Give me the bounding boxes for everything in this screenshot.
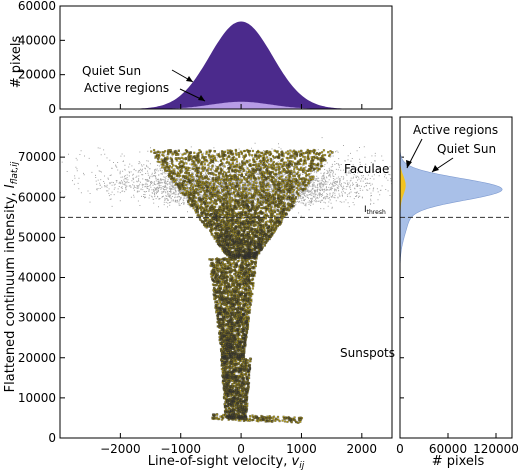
main-y-ticks: 0 10000 20000 30000 40000 50000 60000 70000	[18, 150, 404, 445]
main-y-tick-label-6: 60000	[18, 190, 56, 204]
right-x-tick-label-1: 60000	[429, 442, 467, 456]
main-y-tick-label-4: 40000	[18, 271, 56, 285]
right-quiet-sun-area	[399, 117, 503, 438]
main-x-ticks: −2000 −1000 0 1000 2000	[100, 104, 377, 456]
main-x-tick-label-2: 0	[237, 442, 245, 456]
right-x-ticks: 0 60000 120000	[396, 433, 519, 456]
top-frame	[59, 5, 393, 110]
top-active-regions-label: Active regions	[84, 81, 169, 95]
faculae-label: Faculae	[344, 162, 389, 176]
main-scatter: −2000 −1000 0 1000 2000 0 10000 20000 30000 4000…	[3, 104, 404, 471]
top-active-regions-arrowhead	[198, 95, 205, 101]
main-x-axis-label: Line-of-sight velocity, vij	[148, 454, 305, 471]
right-quiet-sun-label: Quiet Sun	[437, 142, 496, 156]
main-x-tick-label-4: 2000	[347, 442, 378, 456]
top-quiet-sun-arrowhead	[186, 76, 193, 82]
scatter-quiet-sun-points	[60, 137, 392, 217]
top-y-axis-label: # pixels	[9, 35, 24, 88]
main-x-tick-label-0: −2000	[100, 442, 141, 456]
top-y-tick-label-0: 0	[48, 102, 56, 116]
top-histogram: 0 20000 40000 60000 # pixels Quiet Sun Acti…	[9, 0, 393, 116]
right-histogram: 0 60000 120000 # pixels Active regions Qui…	[396, 116, 519, 469]
sunspots-label: Sunspots	[340, 346, 395, 360]
main-y-tick-label-2: 20000	[18, 351, 56, 365]
main-y-axis-label: Flattened continuum intensity, Iflat,ij	[3, 161, 20, 392]
main-x-tick-label-3: 1000	[286, 442, 317, 456]
right-active-regions-label: Active regions	[413, 123, 498, 137]
main-y-tick-label-1: 10000	[18, 391, 56, 405]
top-active-regions-area	[60, 101, 392, 109]
right-quiet-sun-arrowhead	[432, 165, 439, 172]
top-y-tick-label-1: 20000	[18, 68, 56, 82]
right-frame	[399, 116, 513, 439]
main-y-tick-label-0: 0	[48, 431, 56, 445]
right-active-regions-arrowhead	[406, 160, 412, 168]
right-x-tick-label-0: 0	[396, 442, 404, 456]
right-x-axis-label: # pixels	[432, 454, 485, 469]
scatter-active-region-points	[150, 148, 334, 424]
top-quiet-sun-label: Quiet Sun	[82, 64, 141, 78]
top-y-tick-label-3: 60000	[18, 0, 56, 13]
main-x-tick-label-1: −1000	[160, 442, 201, 456]
scatter-points	[60, 137, 392, 424]
main-y-tick-label-5: 50000	[18, 230, 56, 244]
main-y-tick-label-3: 30000	[18, 311, 56, 325]
right-x-tick-label-2: 120000	[473, 442, 519, 456]
main-y-tick-label-7: 70000	[18, 150, 56, 164]
right-active-regions-area	[400, 117, 406, 438]
top-y-tick-label-2: 40000	[18, 33, 56, 47]
top-y-ticks: 0 20000 40000 60000	[18, 0, 65, 116]
threshold-label: Ithresh	[364, 205, 386, 216]
top-quiet-sun-area	[60, 21, 392, 109]
